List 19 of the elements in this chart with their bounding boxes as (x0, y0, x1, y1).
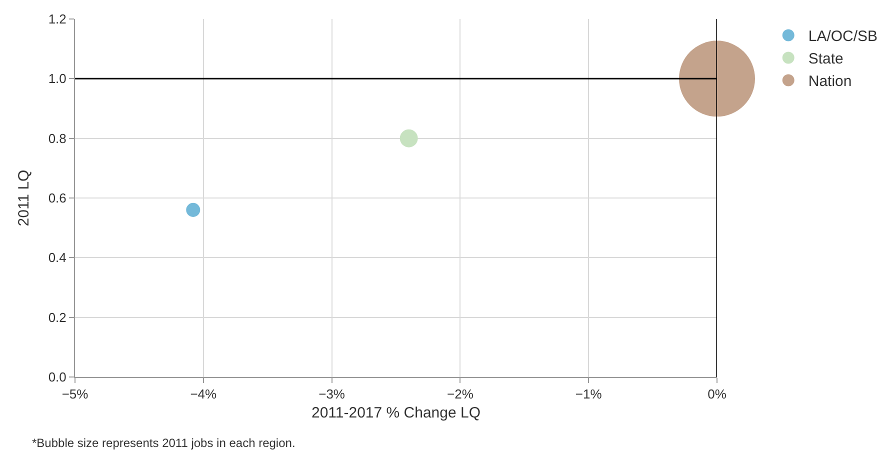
y-tick-label: 1.2 (48, 12, 66, 27)
y-tick-label: 0.0 (48, 370, 66, 385)
legend-label: Nation (808, 73, 852, 90)
x-tick-label: −3% (318, 386, 346, 402)
text: *Bubble size represents 2011 jobs in each region. (32, 436, 296, 450)
x-tick-label: −2% (447, 386, 474, 402)
y-tick-label: 0.8 (48, 130, 66, 146)
x-tick-label: 0% (708, 386, 727, 402)
legend-label: State (808, 50, 844, 68)
x-tick-label: −5% (62, 386, 89, 402)
y-tick-label: 0.2 (48, 310, 66, 325)
legend-label: LA/OC/SB (808, 28, 878, 46)
x-tick-label: −4% (190, 386, 218, 402)
x-axis-title: 2011-2017 % Change LQ (311, 404, 481, 422)
x-tick-label: −1% (575, 386, 602, 402)
y-axis-title: 2011 LQ (16, 170, 33, 226)
y-tick-label: 0.4 (48, 250, 66, 266)
y-tick-label: 1.0 (48, 71, 66, 86)
y-tick-label: 0.6 (48, 190, 66, 206)
